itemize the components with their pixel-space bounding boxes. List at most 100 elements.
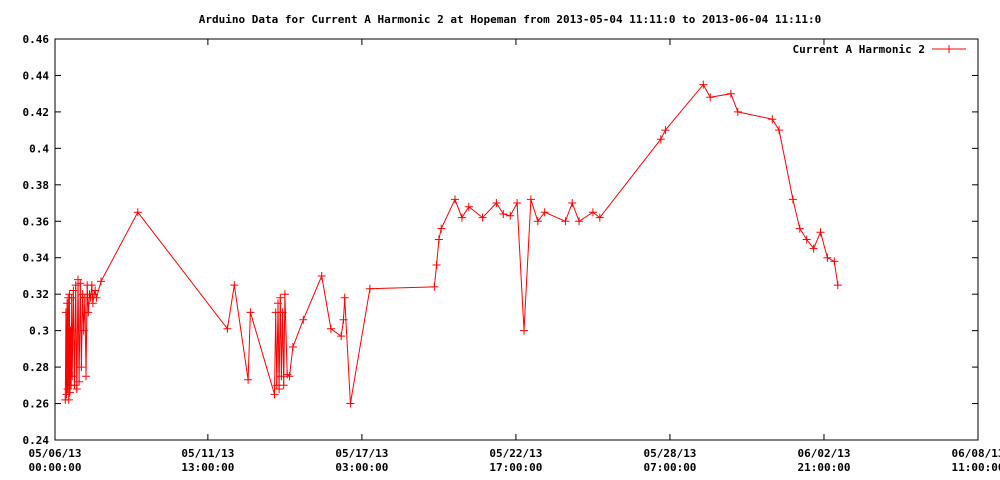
data-point xyxy=(76,279,85,288)
legend-label: Current A Harmonic 2 xyxy=(793,43,925,56)
data-point xyxy=(64,395,73,404)
data-point xyxy=(478,213,487,222)
data-point xyxy=(451,195,459,204)
data-point xyxy=(285,372,294,381)
data-point xyxy=(326,324,335,333)
data-point xyxy=(788,195,797,204)
y-tick-label: 0.36 xyxy=(23,215,50,228)
x-tick-label-date: 05/28/13 xyxy=(643,447,696,460)
data-point xyxy=(513,199,522,207)
x-tick-label-time: 13:00:00 xyxy=(181,461,234,474)
data-point xyxy=(802,235,811,244)
data-point xyxy=(337,332,346,341)
y-tick-label: 0.28 xyxy=(23,361,50,374)
y-tick-label: 0.46 xyxy=(23,33,50,46)
data-point xyxy=(66,326,75,335)
y-axis: 0.24 0.26 0.28 0.3 0.32 0.34 0.36 0.38 0.4 0.42 0.… xyxy=(23,33,978,447)
data-point xyxy=(278,308,287,317)
data-point xyxy=(575,217,584,226)
data-point xyxy=(317,272,326,280)
data-point xyxy=(437,224,446,233)
data-point xyxy=(246,308,255,317)
x-tick-label-date: 05/11/13 xyxy=(181,447,234,460)
data-point xyxy=(833,281,842,290)
x-tick-label-date: 05/06/13 xyxy=(29,447,82,460)
data-point xyxy=(699,80,708,89)
data-point xyxy=(84,308,93,317)
data-point xyxy=(77,363,86,372)
data-point xyxy=(492,199,501,207)
data-point xyxy=(82,372,90,381)
data-point xyxy=(464,202,473,211)
data-point xyxy=(656,135,665,144)
y-tick-label: 0.4 xyxy=(29,142,49,155)
y-tick-label: 0.38 xyxy=(23,179,50,192)
data-point xyxy=(430,282,439,291)
data-point xyxy=(87,281,96,290)
data-point xyxy=(726,89,735,98)
data-point xyxy=(63,299,72,308)
data-point xyxy=(68,372,77,381)
data-point xyxy=(795,224,804,233)
data-point xyxy=(91,286,100,295)
data-point xyxy=(244,375,253,384)
data-point xyxy=(65,388,74,397)
x-tick-label-time: 03:00:00 xyxy=(335,461,388,474)
data-point xyxy=(97,277,105,286)
y-tick-label: 0.26 xyxy=(23,398,50,411)
y-tick-label: 0.32 xyxy=(23,288,50,301)
data-point xyxy=(809,244,818,253)
data-point xyxy=(540,208,549,217)
data-point xyxy=(434,235,443,244)
y-tick-label: 0.3 xyxy=(29,325,49,338)
data-point xyxy=(775,126,784,135)
data-point xyxy=(92,293,101,302)
data-point xyxy=(457,213,466,222)
chart-title: Arduino Data for Current A Harmonic 2 at… xyxy=(199,13,822,26)
data-point xyxy=(595,213,604,222)
x-tick-label-time: 21:00:00 xyxy=(797,461,850,474)
data-point xyxy=(568,199,577,207)
x-tick-label-date: 06/08/13 xyxy=(952,447,1000,460)
data-point xyxy=(533,217,542,226)
data-point xyxy=(346,399,355,408)
series-layer xyxy=(61,80,842,408)
y-tick-label: 0.44 xyxy=(23,69,50,82)
data-point xyxy=(72,385,81,393)
data-point xyxy=(830,257,839,266)
plot-frame xyxy=(54,38,979,441)
data-point xyxy=(271,308,280,317)
data-point xyxy=(270,390,279,399)
data-point xyxy=(506,211,515,220)
legend: Current A Harmonic 2 xyxy=(793,43,966,56)
data-point xyxy=(88,299,97,308)
data-point xyxy=(75,377,84,386)
data-point xyxy=(816,228,825,237)
x-tick-label-date: 06/02/13 xyxy=(797,447,850,460)
data-point xyxy=(67,293,76,302)
x-tick-label-time: 00:00:00 xyxy=(29,461,82,474)
data-point xyxy=(277,372,286,381)
data-point xyxy=(520,326,528,335)
data-point xyxy=(79,326,88,335)
x-tick-label-time: 17:00:00 xyxy=(489,461,542,474)
data-point xyxy=(340,293,349,302)
data-point xyxy=(561,217,570,226)
data-point xyxy=(274,299,282,308)
data-point xyxy=(526,195,535,204)
x-tick-label-date: 05/22/13 xyxy=(489,447,542,460)
data-point xyxy=(768,115,777,124)
legend-swatch-marker xyxy=(945,45,953,53)
data-point xyxy=(69,286,78,295)
data-point xyxy=(230,281,239,290)
x-tick-label-date: 05/17/13 xyxy=(335,447,388,460)
data-point xyxy=(499,210,508,218)
data-point xyxy=(299,315,308,324)
data-point xyxy=(365,284,374,293)
data-point xyxy=(279,381,288,390)
data-point xyxy=(588,208,597,217)
y-tick-label: 0.24 xyxy=(23,434,50,447)
data-point xyxy=(71,281,80,290)
